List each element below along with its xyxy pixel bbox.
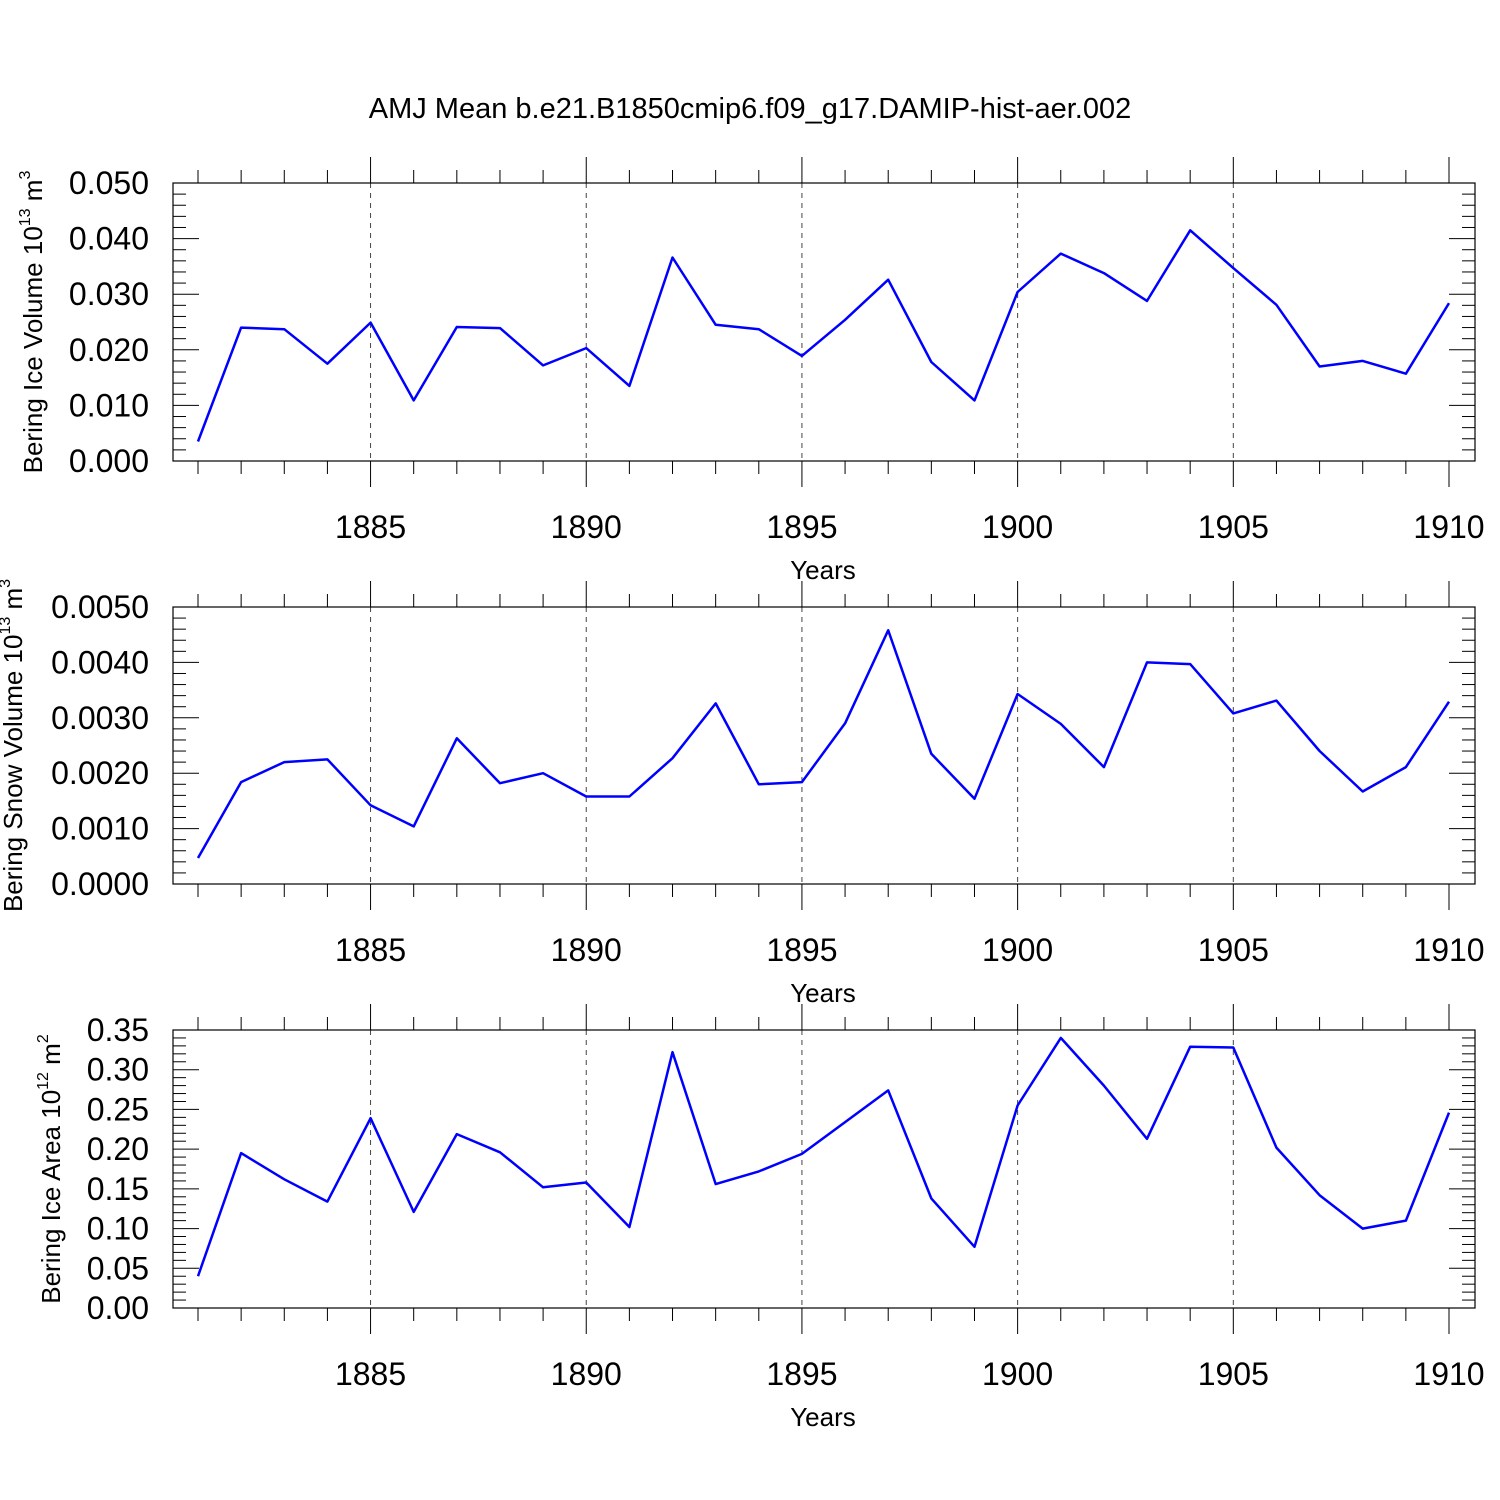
x-tick-label: 1885	[335, 932, 406, 968]
y-tick-label: 0.050	[69, 165, 149, 201]
y-tick-label: 0.15	[87, 1171, 149, 1207]
x-tick-label: 1890	[551, 932, 622, 968]
x-tick-label: 1885	[335, 1356, 406, 1392]
panel-3: 0.00 0.050.10 0.15 0.20 0.250.30 0.35 1885 1890…	[35, 1004, 1485, 1432]
x-tick-label: 1900	[982, 1356, 1053, 1392]
x-tick-label: 1890	[551, 509, 622, 545]
x-tick-label: 1905	[1198, 509, 1269, 545]
y-tick-label: 0.0050	[51, 589, 149, 625]
series-line	[196, 1036, 1451, 1277]
y-tick-label: 0.20	[87, 1131, 149, 1167]
x-tick-label: 1890	[551, 1356, 622, 1392]
panels: 0.000 0.010 0.020 0.030 0.040 0.050 1885 1890 18…	[0, 157, 1485, 1432]
series-line	[196, 629, 1451, 859]
x-axis-label: Years	[790, 978, 856, 1008]
x-tick-label: 1910	[1413, 932, 1484, 968]
x-tick-label: 1910	[1413, 509, 1484, 545]
y-tick-label: 0.030	[69, 276, 149, 312]
plot-frame	[172, 606, 1476, 885]
y-tick-label: 0.30	[87, 1052, 149, 1088]
x-tick-label: 1895	[766, 932, 837, 968]
y-tick-label: 0.010	[69, 387, 149, 423]
y-tick-label: 0.020	[69, 332, 149, 368]
y-tick-label: 0.35	[87, 1012, 149, 1048]
y-axis-label: Bering Ice Area 1012 m2	[35, 1034, 66, 1304]
x-axis-label: Years	[790, 1402, 856, 1432]
x-tick-label: 1905	[1198, 932, 1269, 968]
y-tick-label: 0.0030	[51, 700, 149, 736]
y-tick-label: 0.25	[87, 1091, 149, 1127]
x-tick-label: 1905	[1198, 1356, 1269, 1392]
plot-frame	[172, 1029, 1476, 1309]
y-tick-label: 0.00	[87, 1290, 149, 1326]
x-axis-label: Years	[790, 555, 856, 585]
y-tick-label: 0.05	[87, 1250, 149, 1286]
y-tick-label: 0.0000	[51, 866, 149, 902]
x-tick-label: 1885	[335, 509, 406, 545]
y-tick-label: 0.040	[69, 221, 149, 257]
y-tick-label: 0.0020	[51, 755, 149, 791]
x-tick-label: 1900	[982, 932, 1053, 968]
chart-title: AMJ Mean b.e21.B1850cmip6.f09_g17.DAMIP-…	[369, 93, 1131, 125]
x-tick-label: 1895	[766, 1356, 837, 1392]
plot-frame	[172, 182, 1476, 462]
y-tick-label: 0.000	[69, 443, 149, 479]
series-line	[196, 229, 1451, 442]
x-tick-label: 1900	[982, 509, 1053, 545]
y-tick-label: 0.0040	[51, 644, 149, 680]
y-axis-label: Bering Snow Volume 1013 m3	[0, 579, 28, 912]
panel-2: 0.0000 0.0010 0.0020 0.0030 0.0040 0.0050 1885…	[0, 579, 1485, 1008]
y-tick-label: 0.10	[87, 1211, 149, 1247]
x-tick-label: 1895	[766, 509, 837, 545]
x-tick-label: 1910	[1413, 1356, 1484, 1392]
panel-1: 0.000 0.010 0.020 0.030 0.040 0.050 1885 1890 18…	[17, 157, 1485, 585]
y-tick-label: 0.0010	[51, 811, 149, 847]
y-axis-label: Bering Ice Volume 1013 m3	[17, 171, 48, 474]
